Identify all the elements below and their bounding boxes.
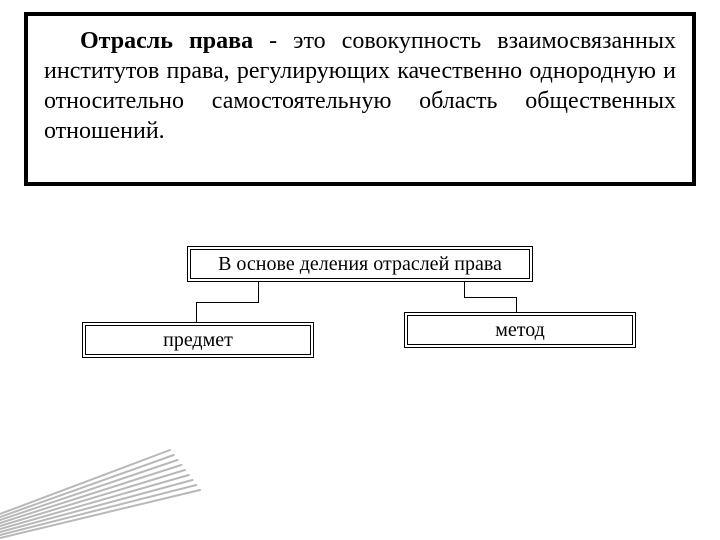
node-root-label: В основе деления отраслей права bbox=[218, 253, 502, 276]
connector-1-h bbox=[464, 297, 517, 298]
connector-1-v1 bbox=[464, 282, 465, 297]
connector-0-v2 bbox=[196, 302, 197, 322]
node-root: В основе деления отраслей права bbox=[187, 246, 533, 282]
decorative-wedge bbox=[0, 430, 200, 540]
node-child-1: метод bbox=[404, 312, 636, 348]
definition-term: Отрасль права bbox=[80, 28, 253, 54]
node-child-1-label: метод bbox=[495, 319, 545, 342]
connector-0-h bbox=[196, 302, 259, 303]
node-child-0-label: предмет bbox=[163, 329, 233, 352]
definition-text: Отрасль права - это совокупность взаимос… bbox=[44, 26, 676, 146]
node-child-0: предмет bbox=[82, 322, 314, 358]
definition-box: Отрасль права - это совокупность взаимос… bbox=[24, 12, 696, 186]
connector-0-v1 bbox=[258, 282, 259, 302]
connector-1-v2 bbox=[516, 297, 517, 312]
